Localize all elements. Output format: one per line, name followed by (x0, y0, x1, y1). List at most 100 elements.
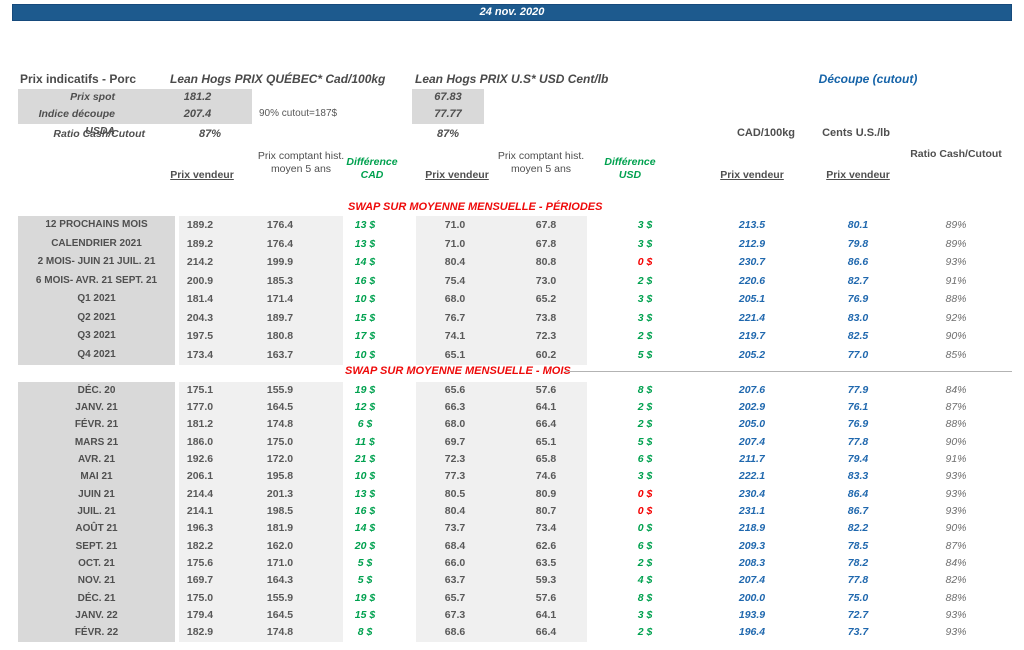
cell-cut_us: 79.4 (847, 452, 869, 465)
cell-cad_h: 195.8 (266, 470, 294, 483)
cell-cad_v: 206.1 (186, 470, 214, 483)
cell-label: OCT. 21 (78, 557, 115, 569)
cell-usd_v: 75.4 (444, 274, 466, 287)
cell-usd_v: 74.1 (444, 330, 466, 342)
cell-ratio: 87% (945, 539, 967, 552)
cell-du: 4 $ (637, 574, 653, 587)
cell-dc: 12 $ (354, 400, 376, 413)
cell-cad_v: 214.2 (186, 256, 214, 268)
cell-cad_h: 176.4 (266, 219, 294, 231)
spot-block-usd (412, 89, 484, 124)
cell-cut_cad: 222.1 (738, 470, 766, 483)
cell-du: 2 $ (637, 626, 653, 639)
cell-cut_us: 83.3 (847, 470, 869, 483)
cell-label: SEPT. 21 (75, 540, 118, 552)
cell-ratio: 84% (945, 383, 967, 396)
cell-cut_cad: 212.9 (738, 237, 766, 250)
cell-usd_h: 57.6 (535, 591, 557, 604)
spot-price-cad: 181.2 (183, 91, 212, 103)
cell-cut_us: 79.8 (847, 237, 869, 250)
cell-usd_v: 71.0 (444, 237, 466, 250)
cell-cad_h: 185.3 (266, 274, 294, 287)
table-row: FÉVR. 22 182.9 174.8 8 $ 68.6 66.4 2 $ 196.4 73.… (0, 624, 1024, 641)
cell-dc: 10 $ (354, 348, 376, 361)
cell-cad_h: 175.0 (266, 435, 294, 448)
cell-dc: 10 $ (354, 293, 376, 305)
cell-cad_v: 181.4 (186, 293, 214, 305)
cell-cad_v: 173.4 (186, 348, 214, 361)
table-row: Q2 2021 204.3 189.7 15 $ 76.7 73.8 3 $ 221.4 83.… (0, 309, 1024, 328)
cell-usd_v: 77.3 (444, 470, 466, 483)
cell-usd_v: 72.3 (444, 452, 466, 465)
mois-label-band (18, 381, 175, 642)
cell-du: 6 $ (637, 539, 653, 552)
cell-du: 8 $ (637, 591, 653, 604)
cell-du: 3 $ (637, 311, 653, 324)
cell-dc: 21 $ (354, 452, 376, 465)
cell-label: Q1 2021 (77, 293, 116, 304)
cell-usd_v: 63.7 (444, 574, 466, 587)
cash-cutout-ratio-usd: 87% (436, 128, 460, 140)
cell-cut_us: 78.2 (847, 556, 869, 569)
cell-cut_us: 77.8 (847, 435, 869, 448)
table-row: FÉVR. 21 181.2 174.8 6 $ 68.0 66.4 2 $ 205.0 76.… (0, 416, 1024, 433)
cell-ratio: 90% (945, 522, 967, 535)
cell-usd_v: 69.7 (444, 435, 466, 448)
cell-usd_v: 80.5 (444, 487, 466, 500)
cell-label: 6 MOIS- AVR. 21 SEPT. 21 (35, 274, 158, 286)
cell-dc: 14 $ (354, 256, 376, 268)
periodes-cad-band (179, 216, 343, 365)
page-title: Prix indicatifs - Porc (20, 72, 137, 86)
cell-usd_h: 60.2 (535, 348, 557, 361)
cell-cad_v: 192.6 (186, 452, 214, 465)
cell-cad_v: 214.4 (186, 487, 214, 500)
cell-ratio: 93% (945, 470, 967, 483)
mois-usd-band (416, 381, 587, 642)
periodes-table: 12 PROCHAINS MOIS 189.2 176.4 13 $ 71.0 67.8 3… (0, 216, 1024, 364)
cell-usd_h: 73.8 (535, 311, 557, 324)
col-header-prix-vendeur-cutout-cad: Prix vendeur (720, 169, 784, 181)
table-row: DÉC. 20 175.1 155.9 19 $ 65.6 57.6 8 $ 207.6 77.… (0, 382, 1024, 399)
cell-dc: 13 $ (354, 219, 376, 231)
cell-dc: 13 $ (354, 237, 376, 250)
cell-cad_v: 181.2 (186, 418, 214, 431)
mois-cad-band (179, 381, 343, 642)
cell-label: JANV. 21 (75, 401, 118, 413)
cell-usd_v: 68.4 (444, 539, 466, 552)
periodes-usd-band (416, 216, 587, 365)
cell-cad_h: 163.7 (266, 348, 294, 361)
cell-du: 2 $ (637, 556, 653, 569)
cell-cut_us: 83.0 (847, 311, 869, 324)
cell-ratio: 93% (945, 487, 967, 500)
cell-label: FÉVR. 22 (74, 627, 119, 639)
cell-cut_us: 82.2 (847, 522, 869, 535)
cell-label: AOÛT 21 (75, 523, 118, 535)
cell-usd_v: 71.0 (444, 219, 466, 231)
date-banner: 24 nov. 2020 (12, 4, 1012, 21)
quebec-price-header: Lean Hogs PRIX QUÉBEC* Cad/100kg (170, 72, 386, 86)
cell-cad_v: 175.6 (186, 556, 214, 569)
cell-dc: 17 $ (354, 330, 376, 342)
cell-du: 3 $ (637, 237, 653, 250)
cell-usd_h: 73.4 (535, 522, 557, 535)
cell-du: 3 $ (637, 470, 653, 483)
cell-usd_v: 73.7 (444, 522, 466, 535)
usda-cutout-index-cad: 207.4 (183, 108, 212, 120)
cell-cut_cad: 220.6 (738, 274, 766, 287)
cell-dc: 20 $ (354, 539, 376, 552)
cell-cad_h: 174.8 (266, 418, 294, 431)
cell-cut_us: 82.7 (847, 274, 869, 287)
cell-label: MARS 21 (74, 436, 119, 448)
cell-label: Q2 2021 (77, 311, 116, 323)
section-title-mois: SWAP SUR MOYENNE MENSUELLE - MOIS (345, 365, 571, 377)
table-row: JANV. 21 177.0 164.5 12 $ 66.3 64.1 2 $ 202.9 76… (0, 399, 1024, 416)
cell-cut_cad: 218.9 (738, 522, 766, 535)
cell-cut_cad: 205.0 (738, 418, 766, 431)
cell-cad_h: 189.7 (266, 311, 294, 324)
cell-cut_cad: 207.4 (738, 574, 766, 587)
cell-usd_h: 64.1 (535, 400, 557, 413)
cell-label: 12 PROCHAINS MOIS (45, 219, 148, 230)
cell-dc: 16 $ (354, 504, 376, 517)
cell-cut_us: 75.0 (847, 591, 869, 604)
cell-usd_h: 62.6 (535, 539, 557, 552)
